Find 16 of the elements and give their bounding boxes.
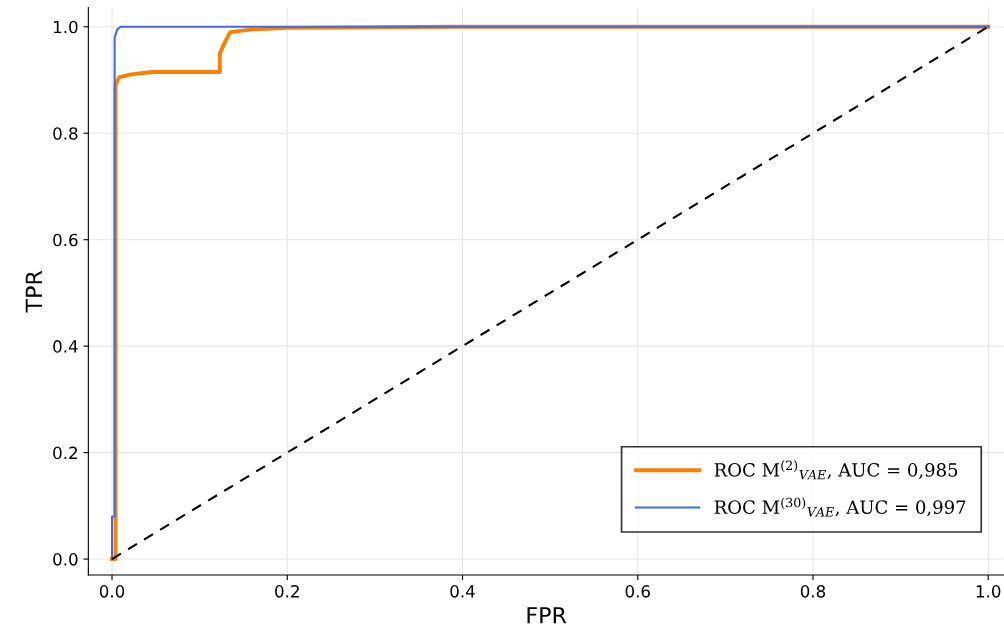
x-tick-label: 0.2 — [275, 585, 299, 598]
y-tick-label: 0.8 — [53, 127, 78, 140]
x-tick-label: 1.0 — [976, 585, 1001, 598]
x-tick-label: 0.8 — [800, 585, 826, 598]
y-tick-label: 0.6 — [53, 233, 78, 247]
y-axis-title: TPR — [25, 270, 42, 313]
x-tick-label: 0.4 — [450, 585, 475, 598]
x-axis-title: FPR — [527, 607, 567, 624]
legend-label: ROC M$^{(30)}$$_{VAE}$, AUC = 0,997 — [714, 497, 966, 517]
y-tick-label: 0.4 — [53, 340, 78, 353]
y-tick-label: 0.2 — [53, 446, 77, 460]
y-tick-label: 1.0 — [53, 20, 78, 34]
x-tick-label: 0.6 — [625, 585, 650, 598]
y-tick-label: 0.0 — [53, 553, 78, 566]
legend-label: ROC M$^{(2)}$$_{VAE}$, AUC = 0,985 — [714, 460, 958, 480]
x-tick-label: 0.0 — [99, 585, 125, 598]
